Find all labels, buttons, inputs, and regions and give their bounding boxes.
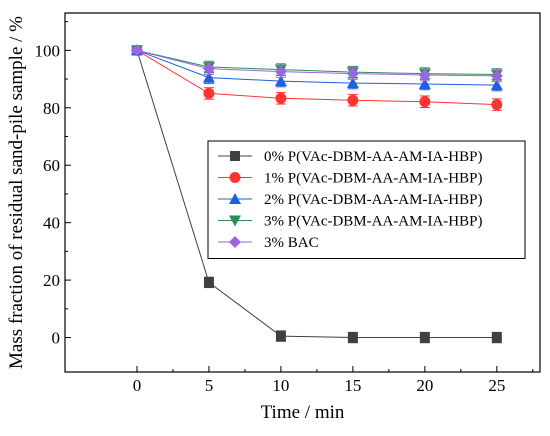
data-series [130,44,503,344]
legend-item: 2% P(VAc-DBM-AA-AM-IA-HBP) [218,192,482,208]
plot-border [64,12,541,373]
y-tick-label: 20 [43,271,60,290]
legend-label: 2% P(VAc-DBM-AA-AM-IA-HBP) [264,192,482,208]
data-point [490,79,503,91]
y-tick-label: 60 [43,156,60,175]
data-point [202,71,215,83]
data-point [490,69,503,82]
data-point [346,77,359,89]
data-point [275,331,286,342]
x-tick-label: 5 [205,376,214,395]
y-tick-label: 40 [43,214,60,233]
x-tick-label: 10 [272,376,289,395]
series-2 [131,44,503,111]
series-line [136,49,497,106]
legend-marker [229,236,241,248]
series-5 [130,44,503,83]
legend-item: 3% BAC [218,235,319,251]
x-tick-label: 25 [488,376,505,395]
y-axis-title: Mass fraction of residual sand-pile samp… [6,16,27,369]
legend-marker [229,215,241,227]
y-tick-label: 0 [52,329,61,348]
data-point [274,75,287,87]
legend-label: 3% BAC [264,235,319,251]
data-point [418,69,431,82]
legend-label: 1% P(VAc-DBM-AA-AM-IA-HBP) [264,171,482,187]
series-line [136,49,497,86]
data-point [275,92,287,104]
legend-box [207,140,526,259]
data-point [419,96,431,108]
data-point [202,62,215,75]
data-point [346,67,359,80]
legend-marker [229,193,241,204]
y-tick-label: 80 [43,99,60,118]
data-point [419,332,430,343]
x-axis-title: Time / min [261,402,345,423]
data-point [130,44,143,57]
data-point [203,87,215,99]
x-tick-label: 20 [416,376,433,395]
data-point [418,77,431,89]
legend-marker [229,172,241,183]
y-tick-label: 100 [35,41,61,60]
legend-label: 0% P(VAc-DBM-AA-AM-IA-HBP) [264,149,482,165]
legend-item: 0% P(VAc-DBM-AA-AM-IA-HBP) [218,149,482,165]
legend-label: 3% P(VAc-DBM-AA-AM-IA-HBP) [264,214,482,230]
data-point [347,332,358,343]
series-line [136,49,497,75]
series-line [136,50,497,339]
series-3 [130,44,503,92]
data-point [491,99,503,111]
x-tick-label: 0 [133,376,142,395]
data-point [203,277,214,288]
legend: 0% P(VAc-DBM-AA-AM-IA-HBP) 1% P(VAc-DBM-A… [207,140,526,259]
axes: 0 5 10 15 20 25 0 20 40 60 80 100 [35,21,534,395]
x-tick-label: 15 [344,376,361,395]
series-line [136,49,497,77]
data-point [274,65,287,78]
plot-frame [64,12,541,373]
legend-marker [230,151,240,161]
data-point [347,94,359,106]
legend-item: 3% P(VAc-DBM-AA-AM-IA-HBP) [218,214,482,230]
data-point [491,332,502,343]
legend-item: 1% P(VAc-DBM-AA-AM-IA-HBP) [218,171,482,187]
